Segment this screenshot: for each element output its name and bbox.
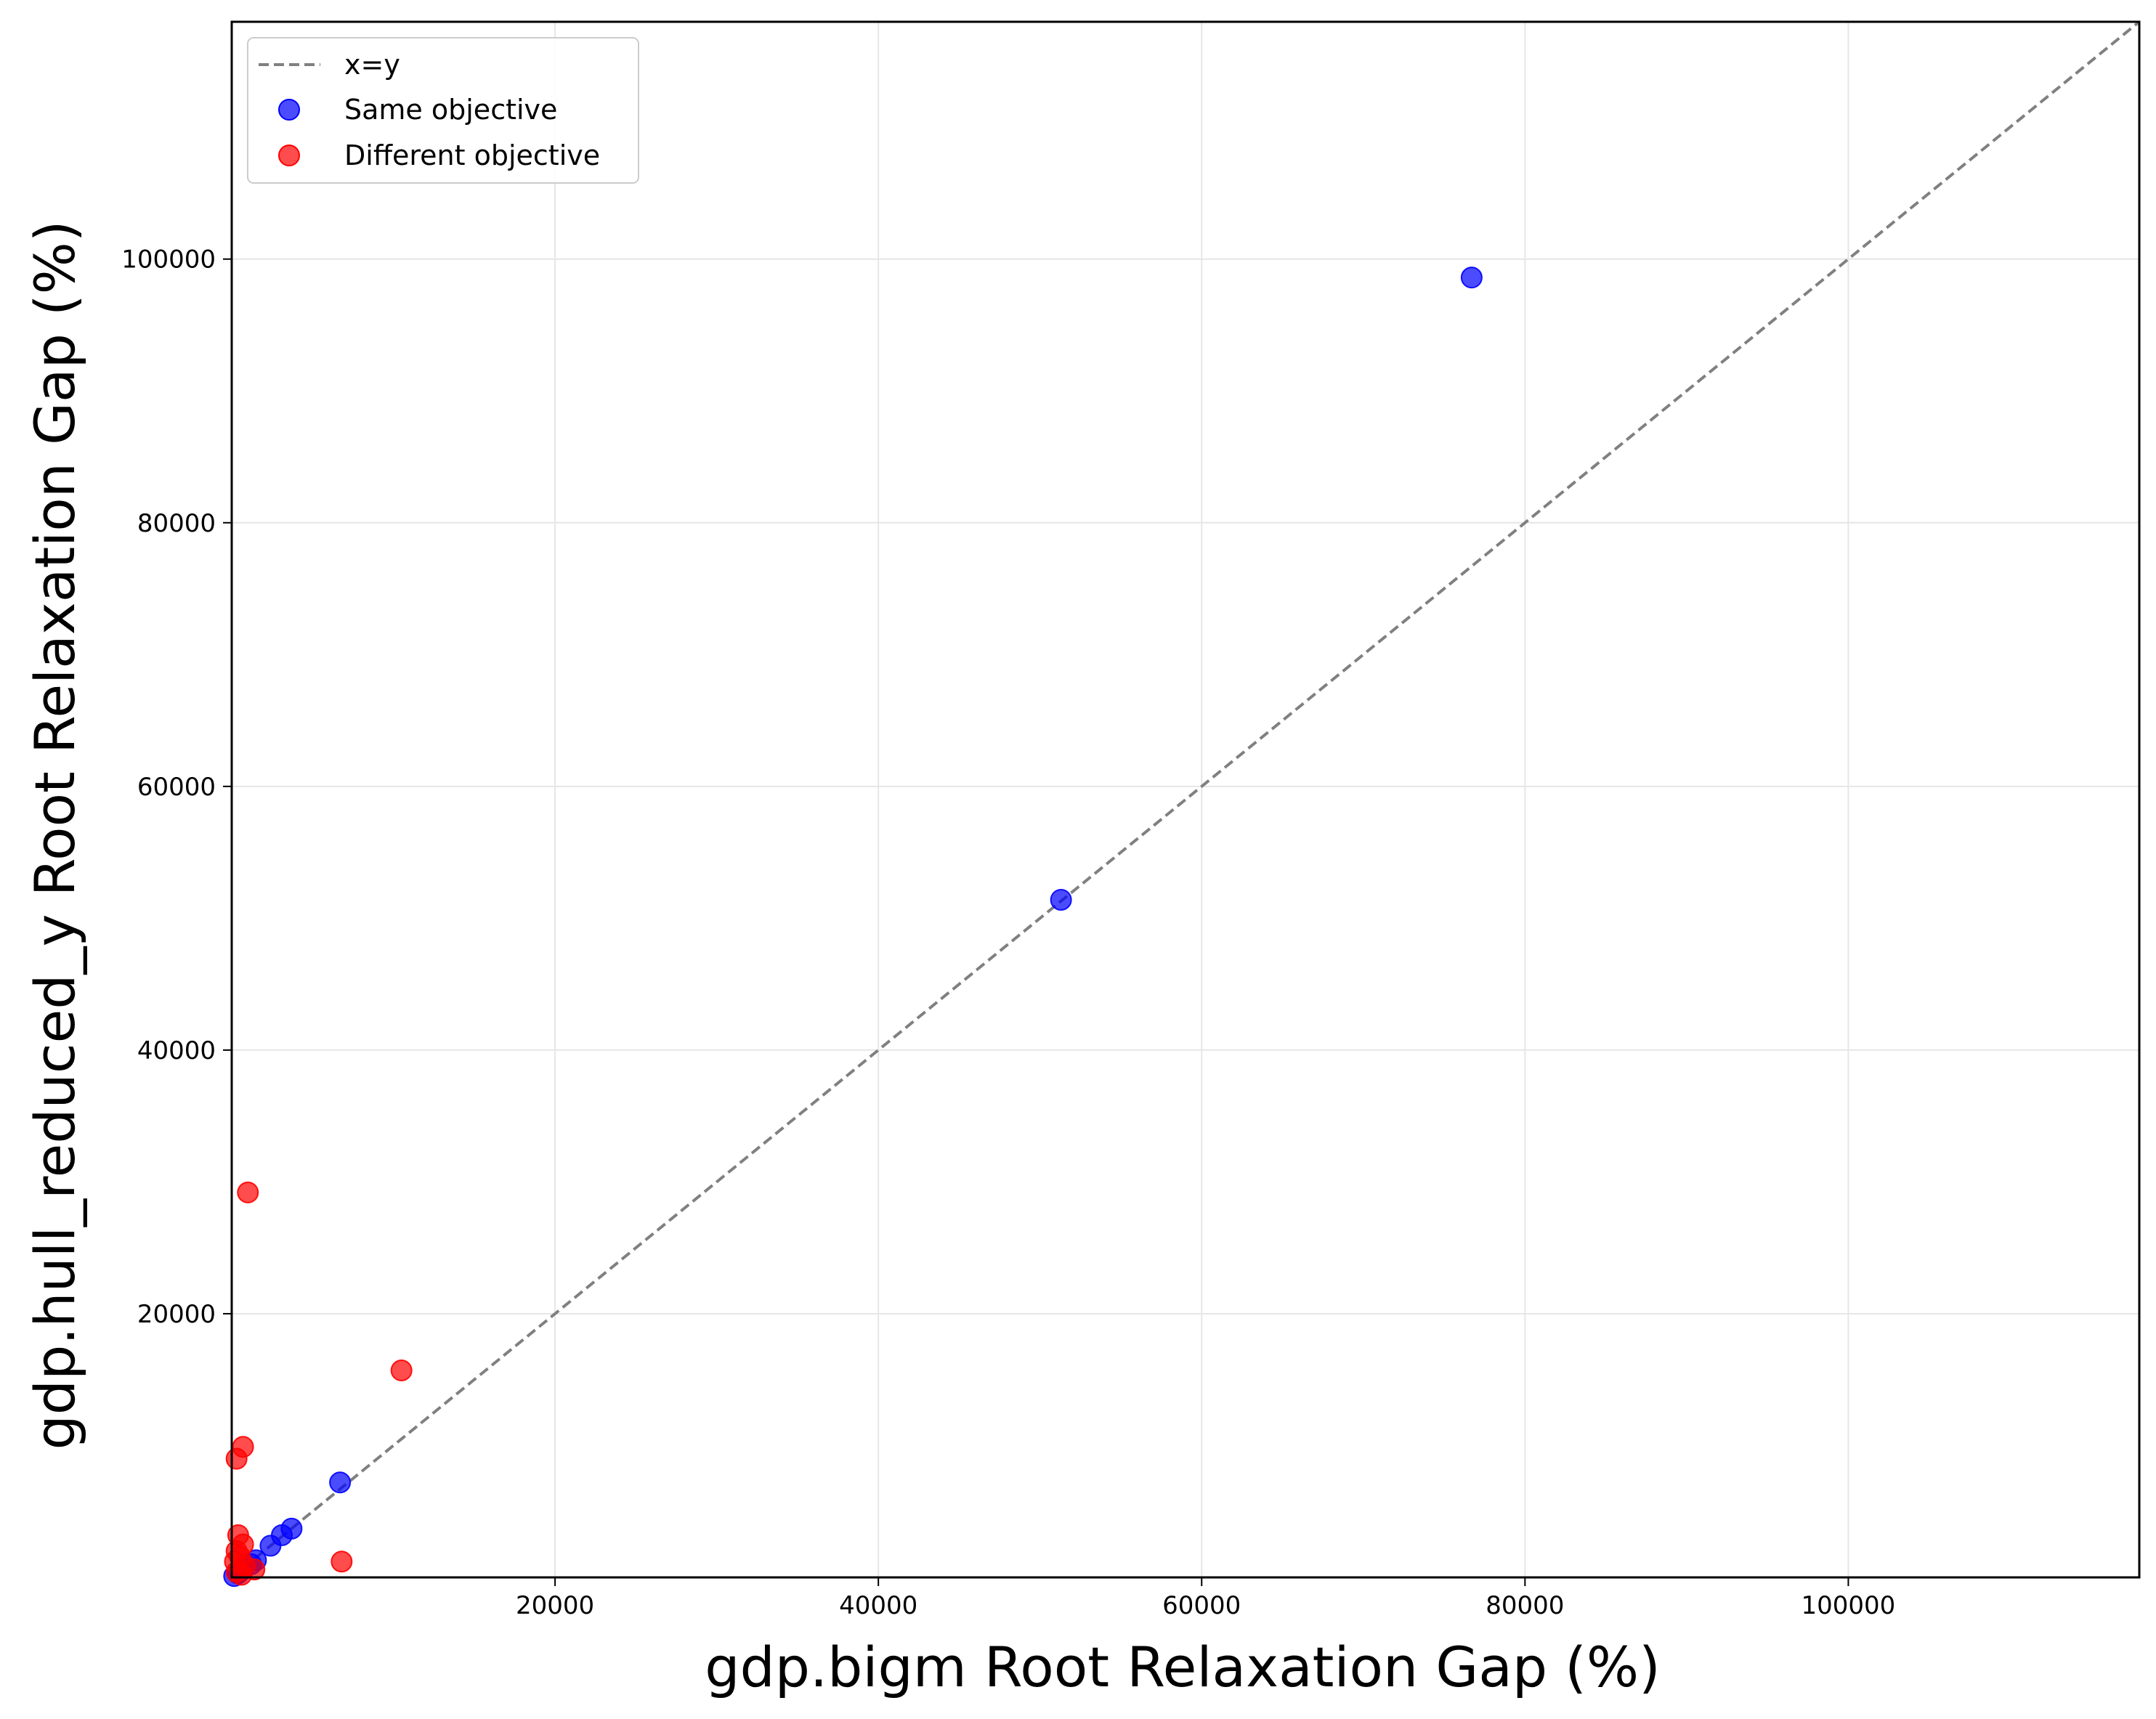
y-axis-label: gdp.hull_reduced_y Root Relaxation Gap (…	[23, 221, 87, 1450]
axis-ticks: 20000 40000 60000 80000 100000 20000 40000 6000…	[121, 245, 1895, 1620]
data-point	[230, 1564, 253, 1586]
reference-line-group	[230, 20, 2141, 1579]
x-tick-label: 20000	[516, 1591, 594, 1620]
data-point	[1460, 267, 1483, 289]
data-point	[331, 1551, 353, 1573]
x-tick-label: 80000	[1486, 1591, 1564, 1620]
data-point	[390, 1360, 413, 1382]
series-1	[224, 1181, 413, 1586]
y-tick-label: 80000	[137, 509, 216, 538]
y-tick-label: 20000	[137, 1300, 216, 1329]
y-tick-label: 60000	[137, 773, 216, 802]
data-points	[223, 267, 1483, 1588]
y-tick-label: 40000	[137, 1036, 216, 1065]
data-point	[225, 1447, 248, 1470]
data-point	[329, 1471, 352, 1494]
x-tick-label: 100000	[1802, 1591, 1896, 1620]
reference-line-x-equals-y	[230, 20, 2141, 1579]
legend-box	[247, 37, 639, 184]
data-point	[259, 1535, 282, 1557]
y-tick-label: 100000	[121, 245, 216, 275]
grid-lines	[232, 22, 2139, 1577]
legend-label-same-objective: Same objective	[344, 94, 557, 126]
legend-label-reference: x=y	[344, 49, 400, 81]
x-axis-label: gdp.bigm Root Relaxation Gap (%)	[705, 1635, 1661, 1699]
data-point	[1050, 888, 1072, 911]
legend: x=y Same objective Different objective	[247, 37, 639, 184]
plot-frame	[230, 20, 2141, 1579]
x-tick-label: 40000	[839, 1591, 917, 1620]
data-point	[237, 1181, 259, 1203]
legend-swatch-different-objective	[278, 145, 300, 166]
legend-label-different-objective: Different objective	[344, 139, 600, 171]
legend-swatch-same-objective	[278, 99, 300, 121]
x-tick-label: 60000	[1162, 1591, 1241, 1620]
